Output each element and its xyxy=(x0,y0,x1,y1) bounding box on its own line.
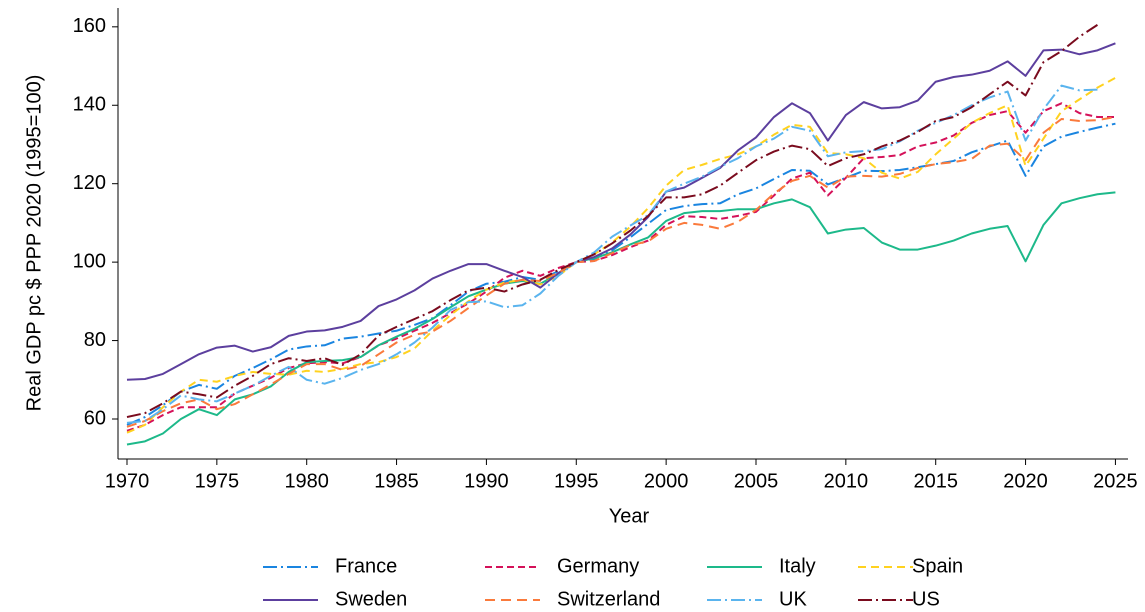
series-line xyxy=(126,76,1116,434)
series-line xyxy=(126,24,1098,419)
x-tick-label: 1970 xyxy=(105,470,150,492)
series-line xyxy=(126,116,1116,428)
y-axis-title: Real GDP pc $ PPP 2020 (1995=100) xyxy=(23,75,45,412)
legend-label: Sweden xyxy=(335,588,407,610)
legend-label: Italy xyxy=(779,555,816,577)
x-tick-label: 1995 xyxy=(554,470,599,492)
x-tick-label: 1980 xyxy=(284,470,329,492)
x-tick-label: 1985 xyxy=(374,470,419,492)
y-tick-label: 60 xyxy=(84,407,106,429)
y-tick-label: 120 xyxy=(73,172,106,194)
x-tick-label: 2000 xyxy=(644,470,689,492)
series-line xyxy=(126,42,1116,381)
series-line xyxy=(126,191,1116,446)
x-tick-label: 2025 xyxy=(1093,470,1138,492)
y-tick-label: 80 xyxy=(84,329,106,351)
legend-label: Switzerland xyxy=(557,588,660,610)
y-tick-label: 140 xyxy=(73,94,106,116)
series-line xyxy=(126,122,1116,426)
legend-label: Germany xyxy=(557,555,639,577)
x-tick-label: 2010 xyxy=(824,470,869,492)
x-tick-label: 1975 xyxy=(195,470,240,492)
legend-label: UK xyxy=(779,588,807,610)
x-tick-label: 2020 xyxy=(1003,470,1048,492)
x-tick-label: 1990 xyxy=(464,470,509,492)
y-tick-label: 100 xyxy=(73,250,106,272)
x-axis-title: Year xyxy=(609,505,650,527)
y-tick-label: 160 xyxy=(73,15,106,37)
series-line xyxy=(126,102,1116,432)
legend-label: France xyxy=(335,555,397,577)
x-tick-label: 2005 xyxy=(734,470,779,492)
x-tick-label: 2015 xyxy=(913,470,958,492)
legend-label: US xyxy=(912,588,940,610)
legend-label: Spain xyxy=(912,555,963,577)
series-line xyxy=(126,84,1098,424)
